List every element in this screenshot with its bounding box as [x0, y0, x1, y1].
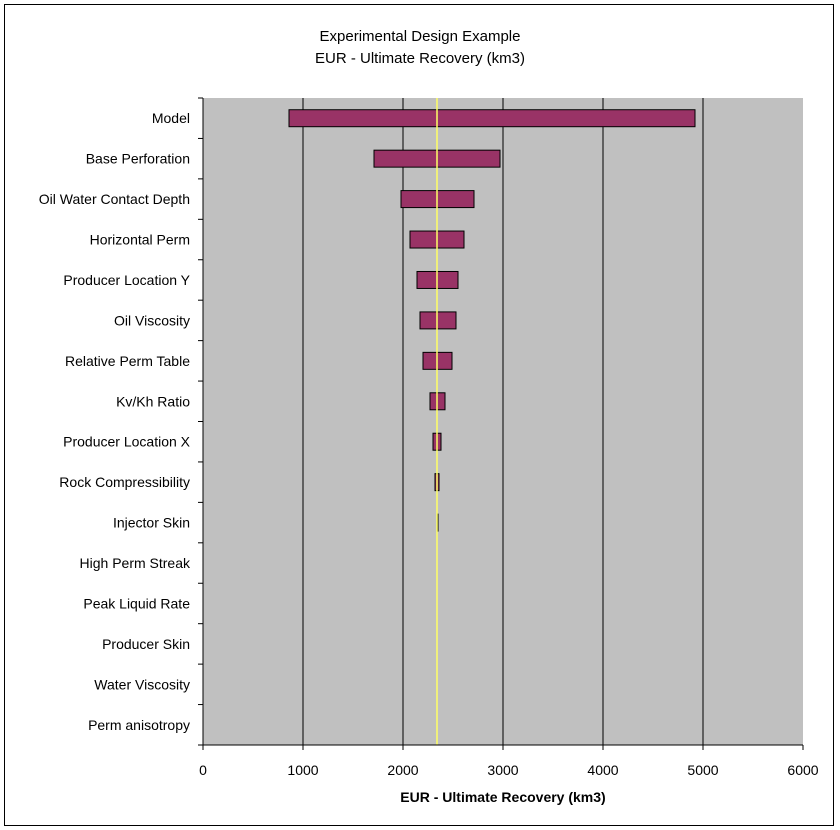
category-label: Injector Skin: [113, 515, 190, 531]
category-label: Base Perforation: [86, 151, 190, 167]
x-tick-label: 4000: [587, 762, 618, 778]
x-tick-label: 2000: [387, 762, 418, 778]
category-label: Water Viscosity: [94, 676, 190, 692]
x-tick-label: 1000: [287, 762, 318, 778]
x-tick-label: 5000: [687, 762, 718, 778]
category-label: Producer Location X: [63, 434, 191, 450]
category-label: High Perm Streak: [80, 555, 191, 571]
axes: [198, 97, 804, 750]
category-label: Producer Location Y: [63, 272, 190, 288]
tick-labels: 0 1000 2000 3000 4000 5000 6000: [199, 762, 819, 778]
category-label: Perm anisotropy: [88, 717, 190, 733]
x-tick-label: 6000: [787, 762, 818, 778]
chart-title: Experimental Design Example: [320, 28, 521, 45]
category-label: Model: [152, 110, 190, 126]
category-label: Oil Viscosity: [114, 312, 190, 328]
category-label: Horizontal Perm: [90, 232, 190, 248]
category-labels: Model Base Perforation Oil Water Contact D…: [39, 110, 191, 733]
x-axis-title: EUR - Ultimate Recovery (km3): [400, 789, 605, 805]
category-label: Peak Liquid Rate: [83, 595, 190, 611]
chart-subtitle: EUR - Ultimate Recovery (km3): [315, 50, 525, 67]
category-label: Relative Perm Table: [65, 353, 190, 369]
category-label: Producer Skin: [102, 636, 190, 652]
category-label: Oil Water Contact Depth: [39, 191, 190, 207]
x-tick-label: 3000: [487, 762, 518, 778]
bar: [419, 311, 457, 330]
category-label: Kv/Kh Ratio: [116, 393, 190, 409]
bar: [288, 109, 696, 128]
x-tick-label: 0: [199, 762, 207, 778]
category-label: Rock Compressibility: [59, 474, 190, 490]
